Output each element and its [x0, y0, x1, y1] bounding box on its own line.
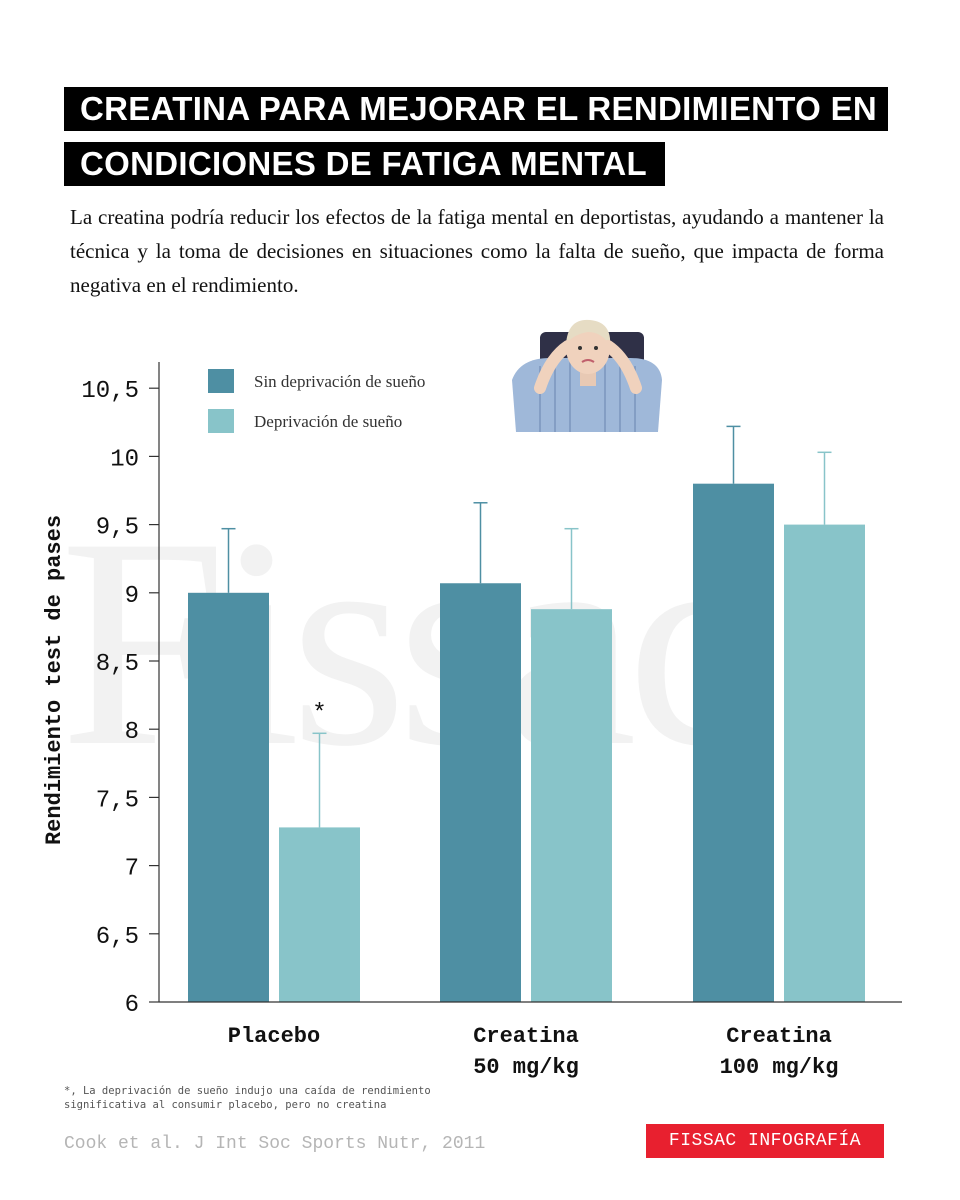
y-tick-label: 8 — [125, 719, 139, 746]
bar-sin-deprivacion-2 — [693, 483, 774, 1002]
y-tick-label: 8,5 — [96, 651, 139, 678]
legend-label-deprivacion: Deprivación de sueño — [254, 412, 402, 431]
y-axis-label: Rendimiento test de pases — [42, 515, 67, 845]
significance-asterisk: * — [312, 700, 326, 727]
bar-chart: Sin deprivación de sueño Deprivación de … — [42, 319, 902, 1080]
bar-deprivacion-0 — [279, 827, 360, 1002]
subtitle-text: La creatina podría reducir los efectos d… — [70, 205, 884, 297]
y-tick-label: 6,5 — [96, 924, 139, 951]
legend-label-sin-deprivacion: Sin deprivación de sueño — [254, 372, 425, 391]
y-tick-label: 7,5 — [96, 787, 139, 814]
y-tick-label: 9,5 — [96, 515, 139, 542]
title-line-1: CREATINA PARA MEJORAR EL RENDIMIENTO EN — [64, 87, 888, 131]
x-category-label: 100 mg/kg — [720, 1055, 839, 1080]
tired-person-icon — [512, 319, 662, 432]
x-axis-labels: Placebo Creatina 50 mg/kg Creatina 100 mg/kg — [228, 1024, 839, 1080]
brand-badge: FISSAC INFOGRAFÍA — [646, 1124, 884, 1158]
source-citation: Cook et al. J Int Soc Sports Nutr, 2011 — [64, 1134, 486, 1154]
bar-deprivacion-2 — [784, 524, 865, 1002]
y-axis-ticks: 6 6,5 7 7,5 8 8,5 9 9,5 10 10,5 — [81, 378, 159, 1019]
y-tick-label: 10 — [110, 446, 139, 473]
y-tick-label: 7 — [125, 856, 139, 883]
y-tick-label: 10,5 — [81, 378, 139, 405]
x-category-label: Placebo — [228, 1024, 320, 1049]
x-category-label: 50 mg/kg — [473, 1055, 579, 1080]
x-category-label: Creatina — [726, 1024, 832, 1049]
legend-swatch-deprivacion — [208, 409, 234, 433]
x-category-label: Creatina — [473, 1024, 579, 1049]
y-tick-label: 6 — [125, 992, 139, 1019]
watermark: Fissac — [60, 476, 760, 808]
footnote: *, La deprivación de sueño indujo una ca… — [64, 1085, 431, 1111]
y-tick-label: 9 — [125, 583, 139, 610]
bar-sin-deprivacion-0 — [188, 592, 269, 1002]
title-line-2: CONDICIONES DE FATIGA MENTAL — [64, 142, 665, 186]
bar-sin-deprivacion-1 — [440, 583, 521, 1002]
legend-swatch-sin-deprivacion — [208, 369, 234, 393]
bars-group: * — [188, 425, 865, 1002]
bar-deprivacion-1 — [531, 609, 612, 1002]
legend: Sin deprivación de sueño Deprivación de … — [208, 369, 425, 433]
